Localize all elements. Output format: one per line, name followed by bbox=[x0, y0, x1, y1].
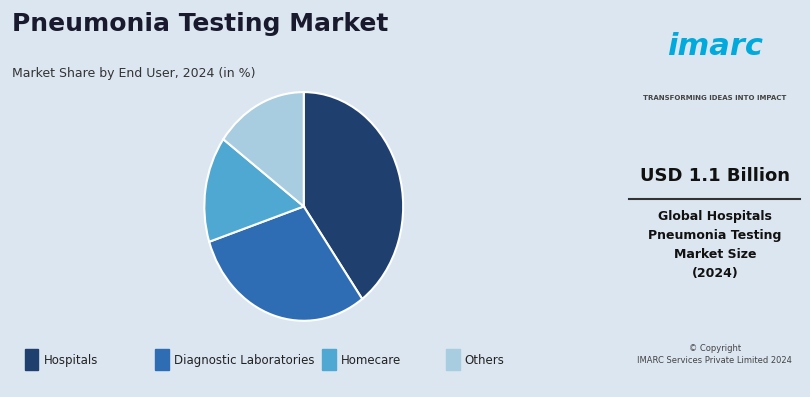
Bar bbox=[155, 349, 168, 370]
Bar bbox=[25, 349, 38, 370]
Text: Homecare: Homecare bbox=[341, 354, 401, 366]
Bar bbox=[322, 349, 336, 370]
Text: Hospitals: Hospitals bbox=[44, 354, 98, 366]
Text: imarc: imarc bbox=[667, 32, 763, 61]
Text: TRANSFORMING IDEAS INTO IMPACT: TRANSFORMING IDEAS INTO IMPACT bbox=[643, 95, 787, 101]
Text: Diagnostic Laboratories: Diagnostic Laboratories bbox=[173, 354, 314, 366]
Text: Market Share by End User, 2024 (in %): Market Share by End User, 2024 (in %) bbox=[12, 67, 256, 81]
Bar bbox=[446, 349, 460, 370]
Text: Global Hospitals
Pneumonia Testing
Market Size
(2024): Global Hospitals Pneumonia Testing Marke… bbox=[648, 210, 782, 280]
Text: USD 1.1 Billion: USD 1.1 Billion bbox=[640, 167, 790, 185]
Wedge shape bbox=[209, 206, 362, 321]
Text: Pneumonia Testing Market: Pneumonia Testing Market bbox=[12, 12, 389, 36]
Wedge shape bbox=[224, 92, 304, 206]
Text: © Copyright
IMARC Services Private Limited 2024: © Copyright IMARC Services Private Limit… bbox=[637, 344, 792, 365]
Text: Others: Others bbox=[465, 354, 505, 366]
Wedge shape bbox=[304, 92, 403, 299]
Wedge shape bbox=[204, 139, 304, 242]
